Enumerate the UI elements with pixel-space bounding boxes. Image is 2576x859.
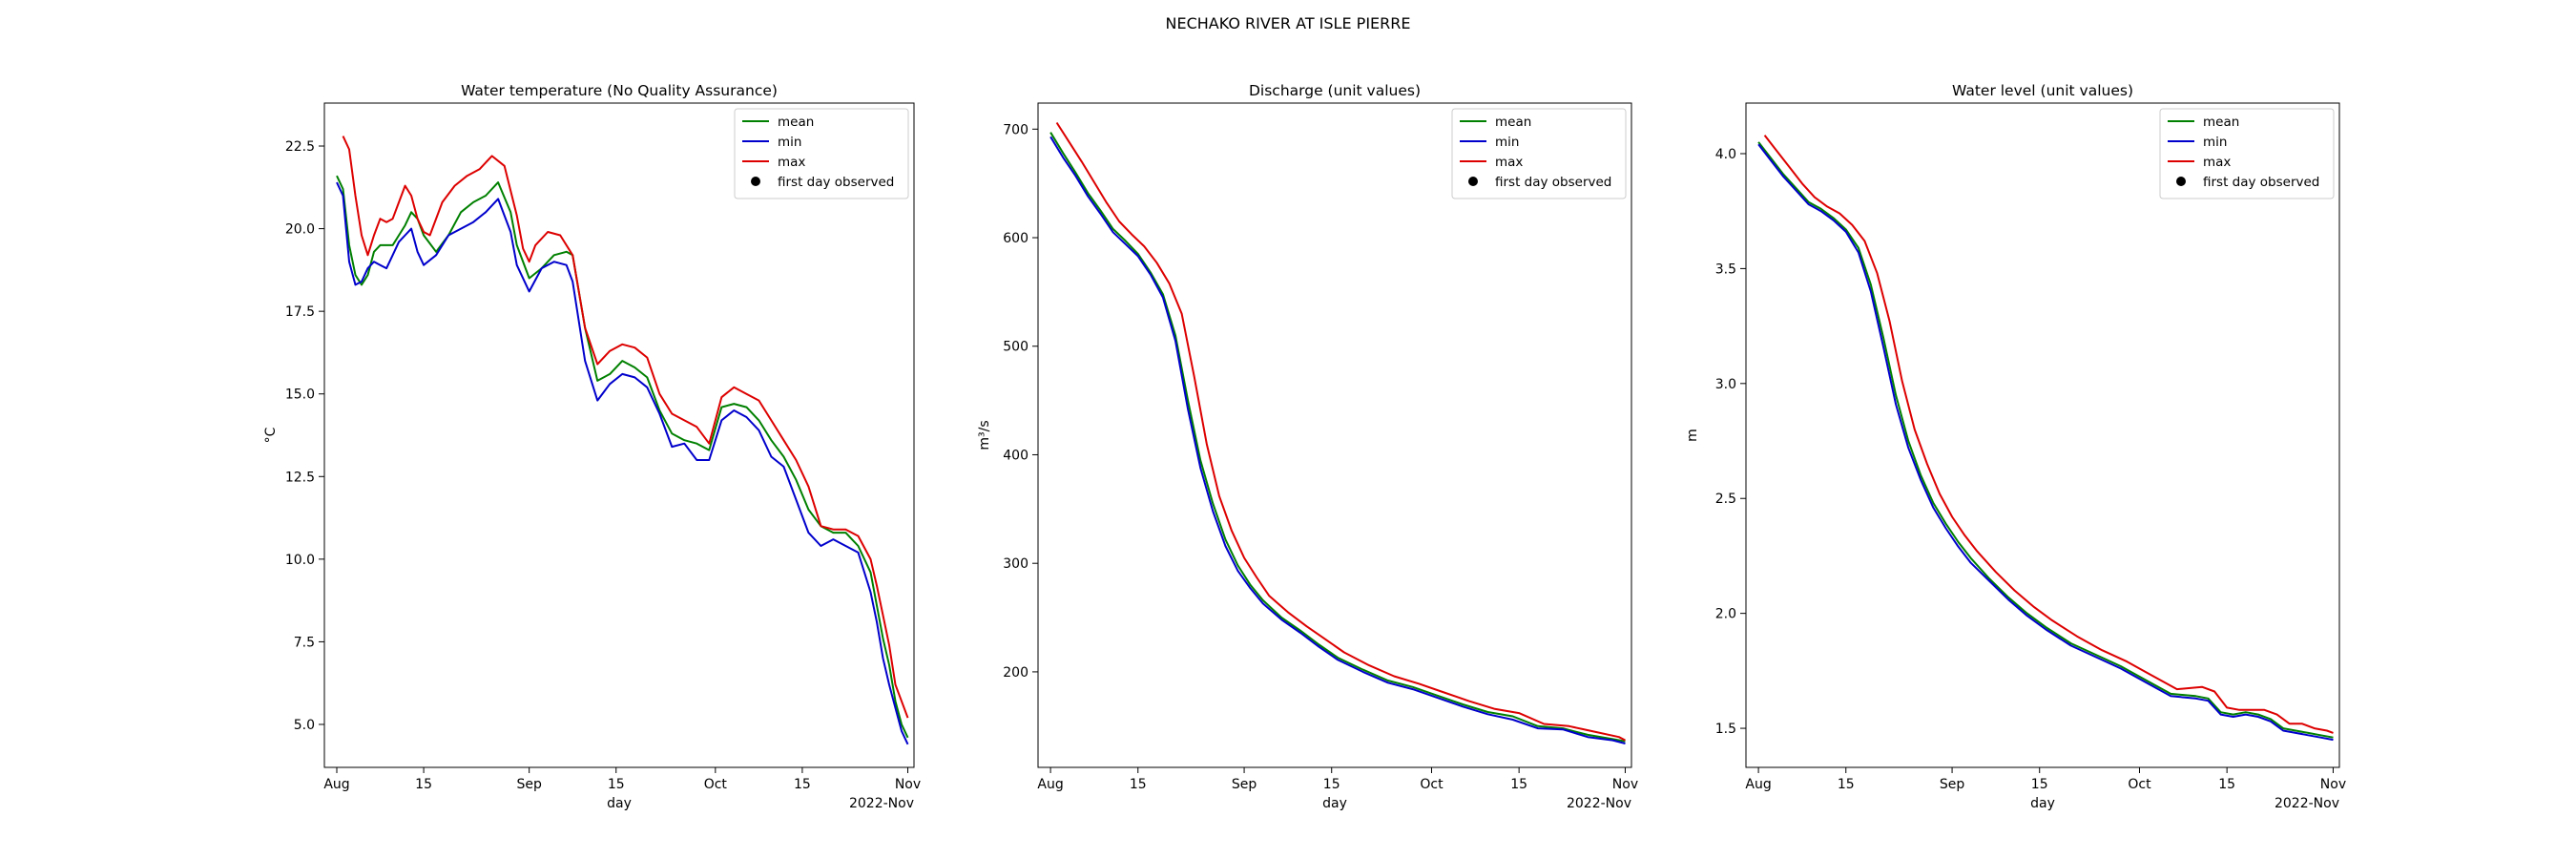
y-tick-label: 17.5 [285,304,315,320]
suptitle: NECHAKO RIVER AT ISLE PIERRE [1166,14,1411,32]
legend-label: min [778,135,801,150]
panel-title: Water temperature (No Quality Assurance) [461,82,778,99]
legend-label: min [1495,135,1519,150]
y-tick-label: 5.0 [294,718,315,733]
x-tick-label: 15 [608,777,625,792]
y-tick-label: 400 [1003,448,1028,463]
y-tick-label: 2.0 [1715,607,1736,622]
x-tick-label: Nov [1612,777,1638,792]
legend-label: max [778,155,805,170]
x-tick-label: 15 [2218,777,2235,792]
series-line-max [342,136,909,719]
x-axis-label: day [607,796,632,811]
axes-frame [323,102,915,768]
y-tick-label: 3.0 [1715,377,1736,392]
y-tick-label: 600 [1003,231,1028,246]
x-tick-label: 15 [794,777,811,792]
legend: mean min max first day observed [2159,108,2335,199]
x-tick-label: Aug [1037,777,1063,792]
series-line-mean [1757,141,2334,739]
x-tick-label: Sep [516,777,542,792]
x-tick-label: 15 [2031,777,2048,792]
series-line-max [1763,135,2334,734]
y-tick-label: 20.0 [285,222,315,238]
legend-label: max [2203,155,2231,170]
x-tick-label: Oct [704,777,728,792]
y-tick-label: 200 [1003,665,1028,681]
panel-discharge: Discharge (unit values) m³/s day 2022-No… [977,82,1638,811]
axes-frame [1037,102,1632,768]
axes-frame [1745,102,2340,768]
y-tick-label: 15.0 [285,388,315,403]
series-line-mean [336,175,909,739]
series-line-min [336,181,909,745]
legend-marker-first-day [751,177,760,186]
legend-label: first day observed [2203,175,2319,190]
x-axis-offset-label: 2022-Nov [849,796,914,811]
legend-label: min [2203,135,2227,150]
legend-label: first day observed [1495,175,1611,190]
panel-title: Discharge (unit values) [1249,82,1421,99]
series-line-mean [1049,132,1626,743]
x-tick-label: 15 [1838,777,1855,792]
y-tick-label: 10.0 [285,553,315,568]
x-tick-label: 15 [1323,777,1340,792]
x-tick-label: 15 [1510,777,1527,792]
y-tick-label: 4.0 [1715,147,1736,162]
legend-marker-first-day [1468,177,1478,186]
legend: mean min max first day observed [734,108,909,199]
legend-label: mean [778,115,814,130]
panel-water-level: Water level (unit values) m day 2022-Nov… [1685,82,2346,811]
legend-label: mean [1495,115,1531,130]
x-tick-label: Sep [1232,777,1257,792]
legend-marker-first-day [2176,177,2186,186]
y-axis-label: m³/s [977,420,992,450]
x-axis-offset-label: 2022-Nov [2275,796,2339,811]
y-tick-label: 22.5 [285,139,315,155]
legend-frame [2159,108,2335,199]
y-tick-label: 1.5 [1715,722,1736,737]
y-tick-label: 3.5 [1715,262,1736,277]
x-tick-label: Oct [1420,777,1444,792]
y-tick-label: 12.5 [285,470,315,485]
y-axis-label: m [1685,429,1700,442]
series-line-max [1055,121,1626,742]
x-tick-label: Nov [2320,777,2346,792]
x-tick-label: Aug [323,777,349,792]
y-tick-label: 700 [1003,122,1028,137]
panel-title: Water level (unit values) [1952,82,2133,99]
legend-frame [734,108,909,199]
y-tick-label: 7.5 [294,635,315,650]
y-tick-label: 2.5 [1715,492,1736,507]
x-tick-label: 15 [415,777,432,792]
series-line-min [1757,143,2334,742]
x-axis-label: day [1322,796,1347,811]
x-tick-label: 15 [1130,777,1147,792]
x-axis-label: day [2030,796,2055,811]
legend: mean min max first day observed [1451,108,1627,199]
legend-label: mean [2203,115,2239,130]
legend-frame [1451,108,1627,199]
panel-water-temperature: Water temperature (No Quality Assurance)… [263,82,921,811]
legend-label: first day observed [778,175,894,190]
x-tick-label: Aug [1745,777,1771,792]
y-axis-label: °C [263,427,279,443]
y-tick-label: 500 [1003,340,1028,355]
x-tick-label: Nov [895,777,921,792]
legend-label: max [1495,155,1523,170]
series-line-min [1049,136,1626,744]
x-axis-offset-label: 2022-Nov [1567,796,1631,811]
y-tick-label: 300 [1003,556,1028,572]
x-tick-label: Oct [2128,777,2151,792]
x-tick-label: Sep [1940,777,1965,792]
